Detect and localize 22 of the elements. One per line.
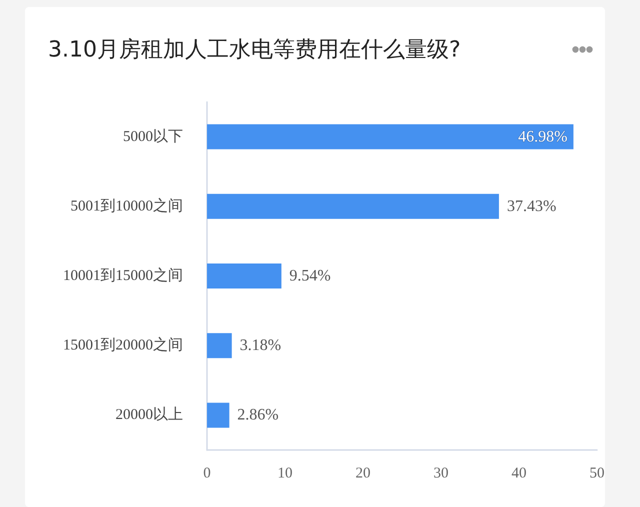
data-label: 37.43% (506, 198, 556, 215)
x-tick-label: 20 (356, 466, 370, 482)
bar (207, 333, 232, 358)
y-tick-label: 10001到15000之间 (63, 267, 183, 284)
data-label: 2.86% (237, 406, 279, 424)
bar (207, 402, 230, 428)
bar (207, 264, 282, 288)
bar (207, 124, 574, 150)
chart-title: 3.10月房租加人工水电等费用在什么量级? (48, 38, 461, 62)
x-tick-label: 50 (590, 466, 604, 482)
y-tick-label: 5001到10000之间 (70, 197, 183, 214)
x-tick-label: 30 (434, 466, 448, 482)
bar (207, 194, 499, 219)
data-label: 46.98% (518, 128, 568, 146)
x-tick-label: 10 (278, 466, 292, 482)
y-tick-label: 20000以上 (116, 406, 183, 424)
y-tick-label: 5000以下 (123, 128, 183, 145)
x-tick-label: 40 (512, 466, 526, 482)
data-label: 9.54% (289, 268, 331, 284)
x-tick-label: 0 (203, 466, 211, 482)
data-label: 3.18% (240, 337, 282, 354)
y-tick-label: 15001到20000之间 (63, 336, 183, 354)
